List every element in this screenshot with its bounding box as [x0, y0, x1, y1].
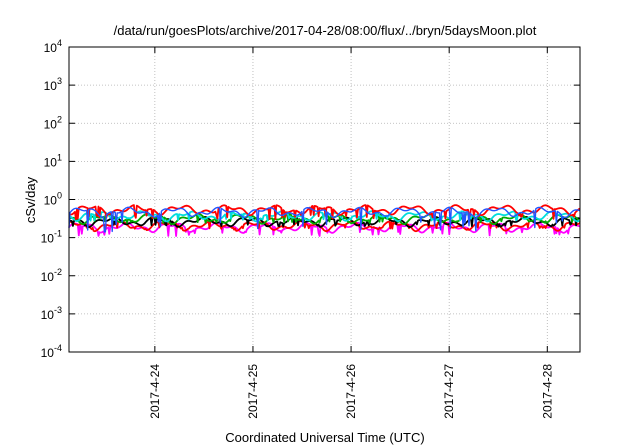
series-layer	[68, 204, 581, 237]
x-tick-label: 2017-4-26	[344, 364, 358, 419]
x-axis-label: Coordinated Universal Time (UTC)	[225, 430, 424, 445]
x-axis: 2017-4-24 2017-4-25 2017-4-26 2017-4-27 2017…	[148, 47, 554, 419]
x-tick-label: 2017-4-28	[540, 364, 554, 419]
x-tick-label: 2017-4-25	[246, 364, 260, 419]
y-axis-label: cSv/day	[23, 176, 38, 223]
chart-title: /data/run/goesPlots/archive/2017-04-28/0…	[114, 23, 537, 38]
y-tick-label: 10-3	[41, 305, 62, 322]
y-tick-label: 10-2	[41, 267, 62, 284]
series-line-7	[68, 206, 581, 233]
x-tick-label: 2017-4-24	[148, 364, 162, 419]
y-tick-label: 10-4	[41, 343, 62, 360]
y-tick-label: 104	[44, 38, 62, 55]
y-tick-label: 10-1	[41, 229, 62, 246]
y-axis: 10-4 10-3 10-2 10-1 100 101 102 103 104	[41, 38, 580, 360]
grid	[69, 47, 580, 352]
y-tick-label: 101	[44, 152, 62, 169]
x-tick-label: 2017-4-27	[442, 364, 456, 419]
series-line-6	[68, 204, 581, 221]
y-tick-label: 103	[44, 76, 62, 93]
y-tick-label: 102	[44, 114, 62, 131]
series-line-1	[68, 221, 581, 237]
y-tick-label: 100	[44, 191, 62, 208]
